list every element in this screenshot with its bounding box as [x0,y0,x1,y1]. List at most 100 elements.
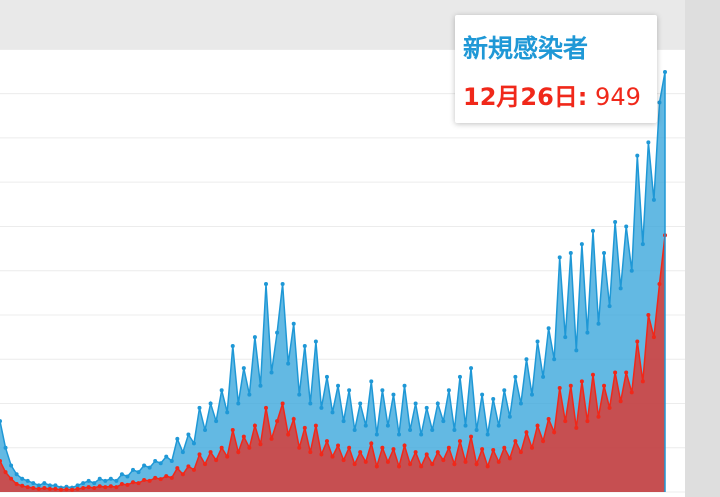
point [463,459,468,464]
point [424,452,429,457]
point [341,458,346,463]
point [330,410,335,415]
point [291,416,296,421]
point [463,423,468,428]
point [363,459,368,464]
point [480,392,485,397]
point [397,464,401,469]
point [502,445,507,450]
point [258,383,263,388]
point [430,428,435,433]
point [0,459,2,464]
point [380,388,385,393]
point [9,476,14,481]
point [402,443,407,448]
point [541,439,546,444]
tooltip: 新規感染者 12月26日: 949 [455,15,657,123]
point [336,443,341,448]
point [158,461,163,466]
point [452,428,457,433]
point [491,397,496,402]
point [629,390,634,395]
point [275,330,280,335]
point [441,419,446,424]
point [230,428,235,433]
point [81,481,86,486]
point [324,439,329,444]
point [252,423,257,428]
point [153,459,158,464]
point [47,486,52,491]
point [3,470,8,475]
point [629,268,634,273]
point [142,463,147,468]
point [164,474,169,479]
point [530,392,534,397]
point [585,330,590,335]
point [397,432,401,437]
point [430,462,435,467]
point [125,474,130,479]
point [47,483,52,488]
point [413,450,418,455]
side-strip [685,0,720,497]
point [247,445,252,450]
point [114,485,119,490]
point [513,374,518,379]
point [391,392,396,397]
point [219,445,224,450]
point [613,220,618,225]
point [568,250,573,255]
point [203,462,208,467]
point [596,321,601,326]
point [485,464,490,469]
point [219,388,224,393]
point [535,423,540,428]
point [302,425,307,430]
point [158,477,163,482]
point [136,470,141,475]
point [596,414,601,419]
point [175,436,180,441]
point [291,321,296,326]
point [579,379,584,384]
point [3,445,8,450]
point [64,487,69,492]
point [457,374,462,379]
point [25,478,30,483]
point [241,366,246,371]
point [92,481,97,486]
point [657,281,662,286]
point [557,385,562,390]
point [108,476,113,481]
point [225,410,230,415]
point [103,478,108,483]
point [319,452,324,457]
point [147,465,152,470]
point [20,476,25,481]
point [92,486,97,491]
point [308,401,313,406]
point [352,428,357,433]
point [607,405,612,410]
point [147,478,152,483]
point [579,242,584,247]
point [441,458,446,463]
point [530,445,534,450]
point [546,416,551,421]
point [86,478,91,483]
point [14,482,19,487]
point [419,432,424,437]
point [474,462,479,467]
point [446,388,451,393]
point [36,483,41,488]
point [602,383,607,388]
point [640,242,645,247]
point [651,197,656,202]
point [175,466,180,471]
point [363,423,368,428]
point [424,405,429,410]
point [518,401,523,406]
point [275,419,280,424]
